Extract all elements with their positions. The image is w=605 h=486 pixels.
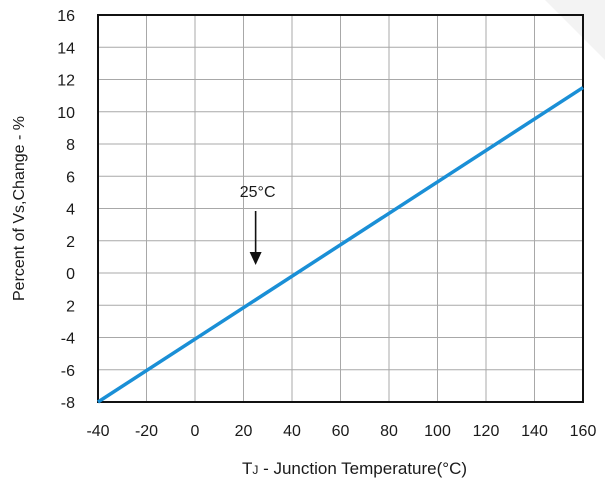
- x-tick-label: 120: [473, 423, 500, 440]
- y-tick-label: 2: [66, 234, 75, 251]
- x-tick-label: 100: [424, 423, 451, 440]
- y-tick-label: 0: [66, 266, 75, 283]
- y-tick-label: 16: [57, 8, 75, 25]
- series-layer: [97, 86, 584, 404]
- x-tick-label: 60: [332, 423, 350, 440]
- x-tick-label: 40: [283, 423, 301, 440]
- y-tick-label: 2: [66, 298, 75, 315]
- x-tick-label: -40: [86, 423, 109, 440]
- y-tick-label: 4: [66, 202, 75, 219]
- x-axis-title: TJ - Junction Temperature(°C): [242, 459, 467, 478]
- x-tick-labels: -40 -20 0 20 40 60 80 100 120 140 160: [86, 423, 596, 440]
- series-line: [97, 86, 584, 404]
- annotation-label: 25°C: [240, 184, 276, 201]
- x-tick-label: 20: [235, 423, 253, 440]
- y-tick-label: 10: [57, 105, 75, 122]
- x-tick-label: 140: [521, 423, 548, 440]
- annotation-arrow-head: [249, 252, 262, 265]
- x-tick-label: -20: [135, 423, 158, 440]
- annotation: 25°C: [240, 184, 276, 265]
- y-tick-label: 8: [66, 137, 75, 154]
- x-tick-label: 0: [191, 423, 200, 440]
- corner-decoration: [545, 0, 605, 60]
- y-tick-label: -8: [61, 395, 75, 412]
- y-tick-labels: -8 -6 -4 2 0 2 4 6 8 10 12 14 16: [57, 8, 75, 412]
- x-tick-label: 80: [380, 423, 398, 440]
- x-tick-label: 160: [570, 423, 597, 440]
- plot-frame: [97, 14, 584, 403]
- y-tick-label: 12: [57, 73, 75, 90]
- y-tick-label: 14: [57, 40, 75, 57]
- grid: [97, 14, 584, 403]
- y-tick-label: -4: [61, 331, 75, 348]
- y-tick-label: -6: [61, 363, 75, 380]
- y-axis-title: Percent of Vs,Change - %: [11, 116, 28, 301]
- y-tick-label: 6: [66, 169, 75, 186]
